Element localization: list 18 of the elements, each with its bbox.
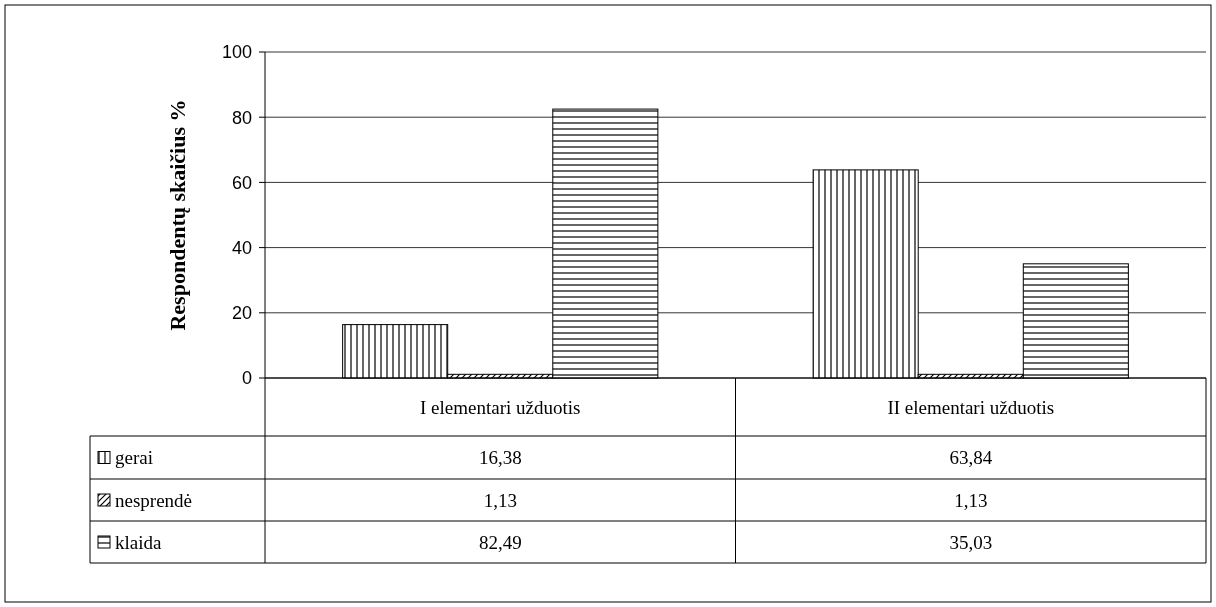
legend-label: klaida [115, 531, 162, 553]
data-label: 16,38 [478, 447, 522, 469]
y-axis-title: Respondentų skaičius % [165, 99, 190, 331]
data-label: 35,03 [949, 531, 993, 553]
y-tick-label: 40 [231, 237, 252, 258]
legend-label: gerai [115, 447, 153, 469]
legend-label: nesprendė [115, 489, 193, 511]
y-tick-label: 60 [231, 172, 252, 193]
data-label: 1,13 [954, 489, 988, 511]
x-tick-label: II elementari užduotis [887, 396, 1055, 418]
y-tick-label: 100 [221, 42, 252, 63]
x-tick-label: I elementari užduotis [420, 396, 581, 418]
data-label: 82,49 [478, 531, 522, 553]
y-tick-label: 80 [231, 107, 252, 128]
y-tick-label: 20 [231, 303, 252, 324]
data-label: 63,84 [949, 447, 993, 469]
y-tick-label: 0 [241, 368, 252, 389]
data-label: 1,13 [483, 489, 517, 511]
